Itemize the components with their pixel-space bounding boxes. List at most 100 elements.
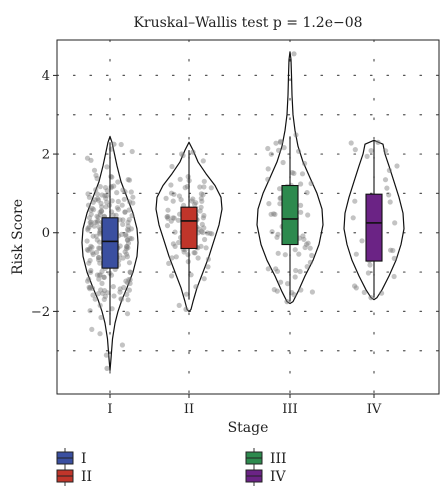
data-point xyxy=(98,200,104,206)
data-point xyxy=(109,198,115,204)
data-point xyxy=(88,269,94,275)
data-point xyxy=(88,219,94,225)
data-point xyxy=(309,252,315,259)
data-point xyxy=(86,224,92,230)
data-point xyxy=(128,189,134,195)
data-point xyxy=(292,247,298,253)
data-point xyxy=(90,251,96,257)
data-point xyxy=(168,218,174,224)
data-point xyxy=(163,195,169,201)
data-point xyxy=(348,140,354,146)
data-point xyxy=(117,217,123,223)
data-point xyxy=(291,51,297,57)
data-point xyxy=(175,217,181,223)
data-point xyxy=(99,204,105,210)
data-point xyxy=(307,259,313,265)
data-point xyxy=(182,185,188,191)
data-point xyxy=(183,291,189,297)
data-point xyxy=(119,231,125,237)
data-point xyxy=(127,269,133,276)
x-tick-label: II xyxy=(184,402,194,417)
data-point xyxy=(88,267,94,274)
legend-label-II: II xyxy=(81,469,92,485)
data-point xyxy=(193,284,199,290)
data-point xyxy=(129,148,135,155)
data-point xyxy=(104,199,110,205)
data-point xyxy=(84,155,91,161)
data-point xyxy=(97,245,103,251)
data-point xyxy=(88,211,94,217)
data-point xyxy=(169,163,175,170)
data-point xyxy=(122,249,128,255)
data-point xyxy=(205,264,211,270)
data-point xyxy=(115,179,121,185)
data-point xyxy=(197,184,203,190)
data-point xyxy=(201,225,207,231)
data-point xyxy=(200,192,206,198)
data-point xyxy=(104,188,110,194)
data-point xyxy=(265,176,271,182)
data-point xyxy=(276,147,282,153)
data-point xyxy=(191,250,197,256)
data-point xyxy=(88,222,94,228)
data-point xyxy=(125,240,132,246)
data-point xyxy=(93,233,99,239)
data-point xyxy=(193,200,199,206)
legend-label-III: III xyxy=(270,451,287,467)
data-point xyxy=(207,230,213,236)
data-point xyxy=(96,257,102,263)
data-point xyxy=(352,147,358,153)
data-point xyxy=(173,254,179,260)
data-point xyxy=(113,212,119,218)
data-point xyxy=(94,219,100,225)
data-point xyxy=(102,293,108,299)
y-tick-label: 4 xyxy=(42,69,50,84)
data-point xyxy=(86,284,92,290)
data-point xyxy=(195,255,201,261)
box-IV xyxy=(365,193,383,262)
data-point xyxy=(123,233,129,239)
data-point xyxy=(111,141,117,147)
data-point xyxy=(95,291,101,297)
data-point xyxy=(388,247,394,253)
data-point xyxy=(170,198,176,204)
data-point xyxy=(391,273,397,280)
data-point xyxy=(383,148,389,154)
data-point xyxy=(97,184,103,190)
data-point xyxy=(172,243,178,249)
data-point xyxy=(95,214,101,220)
data-point xyxy=(94,249,100,255)
data-point xyxy=(368,148,374,154)
data-point xyxy=(197,208,203,214)
data-point xyxy=(266,201,272,207)
data-point xyxy=(124,254,130,260)
data-point xyxy=(198,228,204,235)
data-point xyxy=(165,207,171,213)
data-point xyxy=(92,219,98,225)
data-point xyxy=(124,291,130,298)
data-point xyxy=(298,209,304,215)
data-point xyxy=(271,211,277,217)
data-point xyxy=(168,190,175,196)
data-point xyxy=(126,217,132,223)
data-point xyxy=(309,289,315,295)
data-point xyxy=(168,182,174,188)
violin-III xyxy=(256,51,324,305)
data-point xyxy=(305,240,311,246)
data-point xyxy=(126,260,133,266)
data-point xyxy=(128,226,134,232)
data-point xyxy=(91,167,98,173)
data-point xyxy=(275,231,281,237)
data-point xyxy=(92,197,98,203)
data-point xyxy=(274,268,281,274)
data-point xyxy=(125,219,131,225)
data-point xyxy=(97,212,103,218)
data-point xyxy=(94,213,100,219)
data-point xyxy=(198,204,204,210)
data-point xyxy=(96,230,103,236)
data-point xyxy=(367,262,373,268)
data-point xyxy=(120,255,126,261)
data-point xyxy=(265,266,271,272)
data-point xyxy=(298,181,304,187)
